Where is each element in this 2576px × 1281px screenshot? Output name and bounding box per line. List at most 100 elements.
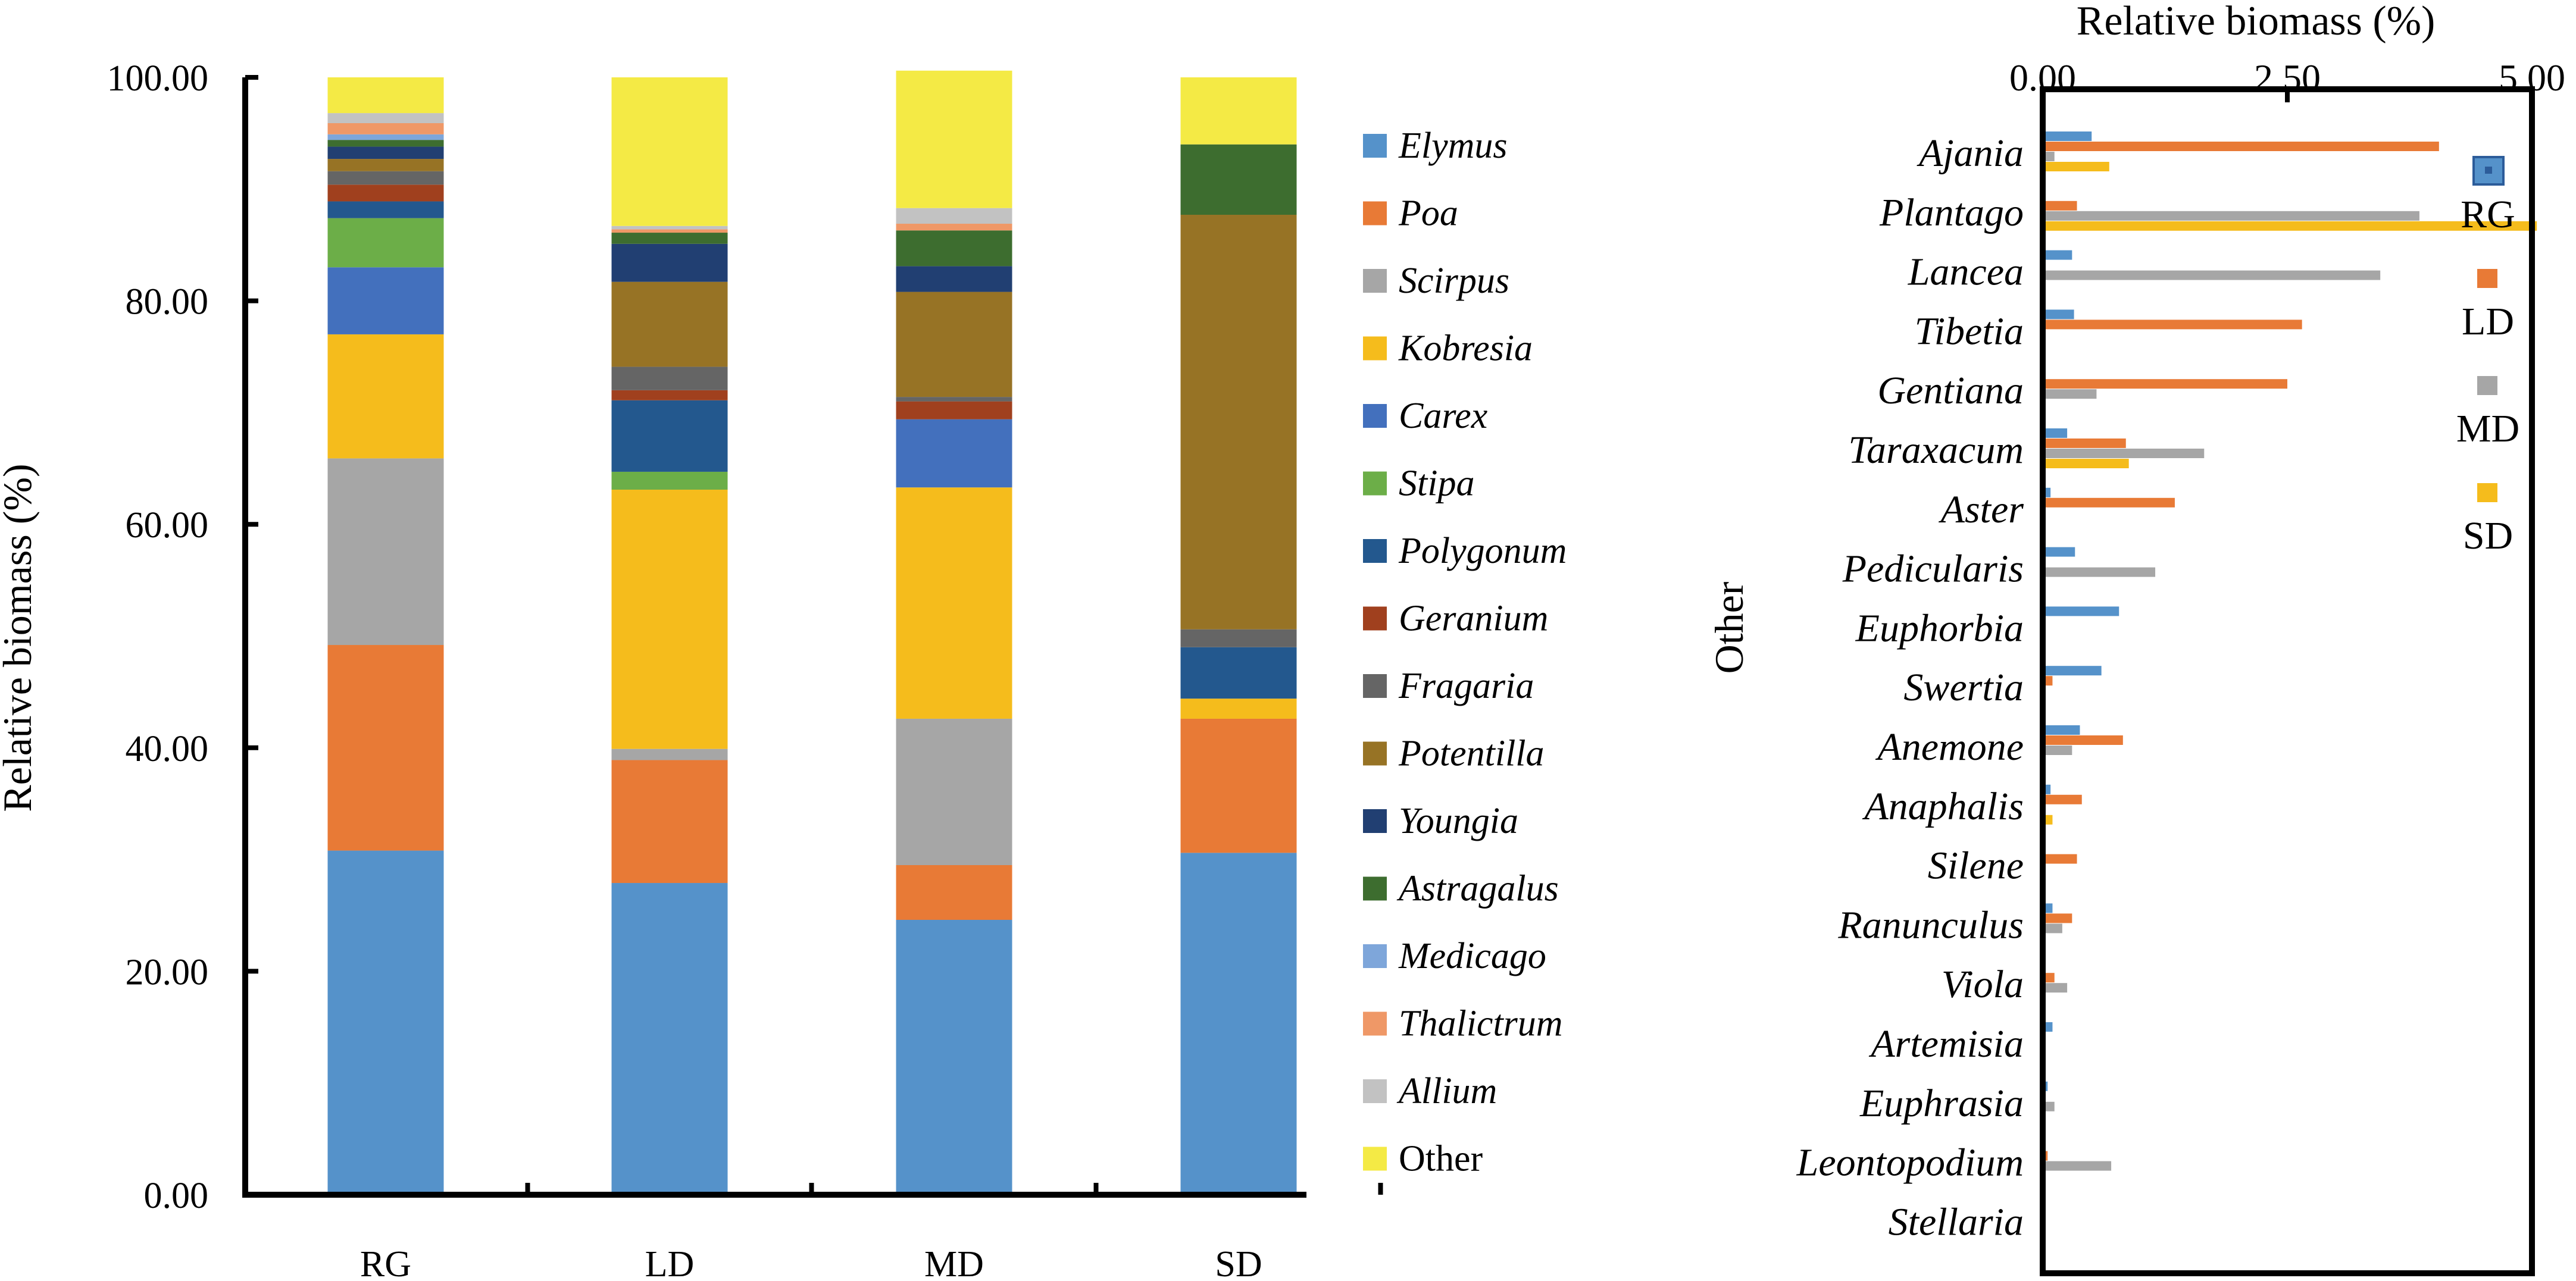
bar-pedicularis-md bbox=[2046, 567, 2156, 577]
legend-swatch-stipa bbox=[1363, 471, 1387, 496]
bar-euphorbia-rg bbox=[2046, 606, 2119, 616]
bar-segment-md-elymus bbox=[896, 920, 1012, 1195]
y-tick-label-gentiana: Gentiana bbox=[1877, 369, 2024, 412]
legend-swatch-polygonum bbox=[1363, 539, 1387, 563]
bar-segment-ld-allium bbox=[611, 225, 728, 230]
y-tick-label: 20.00 bbox=[126, 952, 209, 992]
y-axis-label: Other bbox=[1706, 581, 1752, 674]
x-ticks bbox=[2040, 89, 2534, 102]
bar-segment-sd-other bbox=[1180, 77, 1297, 145]
legend-label-stipa: Stipa bbox=[1399, 463, 1474, 504]
x-tick-labels: 0.00 2.50 5.00 bbox=[2009, 57, 2565, 99]
legend-swatch-medicago bbox=[1363, 944, 1387, 968]
y-tick-label: 0.00 bbox=[144, 1176, 209, 1216]
legend-label-md: MD bbox=[2456, 407, 2519, 450]
bar-segment-sd-poa bbox=[1180, 718, 1297, 853]
bar-segment-md-scirpus bbox=[896, 718, 1012, 865]
bar-segment-md-allium bbox=[896, 208, 1012, 224]
legend-label-medicago: Medicago bbox=[1398, 936, 1546, 976]
bar-segment-md-carex bbox=[896, 419, 1012, 488]
x-tick-label-sd: SD bbox=[1215, 1244, 1262, 1281]
legend-label-allium: Allium bbox=[1396, 1071, 1497, 1111]
bar-anemone-md bbox=[2046, 746, 2072, 755]
y-tick-label-aster: Aster bbox=[1939, 488, 2024, 531]
y-tick-label: 80.00 bbox=[126, 282, 209, 322]
y-tick-label-plantago: Plantago bbox=[1879, 191, 2024, 234]
legend-label-potentilla: Potentilla bbox=[1398, 734, 1545, 774]
bar-segment-rg-scirpus bbox=[327, 458, 444, 646]
bar-segment-md-youngia bbox=[896, 266, 1012, 292]
bar-plantago-md bbox=[2046, 211, 2419, 221]
bar-aster-ld bbox=[2046, 497, 2175, 508]
bar-taraxacum-md bbox=[2046, 449, 2205, 458]
legend-swatch-kobresia bbox=[1363, 336, 1387, 361]
bars bbox=[2046, 131, 2537, 1171]
y-tick-label-swertia: Swertia bbox=[1903, 666, 2024, 709]
y-tick-label-tibetia: Tibetia bbox=[1915, 309, 2024, 353]
bar-taraxacum-sd bbox=[2046, 459, 2129, 468]
y-tick-label-euphorbia: Euphorbia bbox=[1855, 606, 2024, 650]
y-tick-label-anemone: Anemone bbox=[1875, 725, 2024, 769]
bar-anaphalis-sd bbox=[2046, 815, 2053, 825]
bar-segment-ld-poa bbox=[611, 760, 728, 884]
x-ticks bbox=[525, 1183, 1383, 1195]
bar-segment-ld-kobresia bbox=[611, 489, 728, 749]
bar-tibetia-ld bbox=[2046, 320, 2302, 330]
bar-plantago-ld bbox=[2046, 201, 2077, 211]
y-tick-label-pedicularis: Pedicularis bbox=[1842, 547, 2024, 591]
legend-label-elymus: Elymus bbox=[1398, 126, 1508, 166]
bar-segment-ld-scirpus bbox=[611, 748, 728, 760]
bar-ranunculus-rg bbox=[2046, 903, 2053, 913]
bar-segment-rg-fragaria bbox=[327, 171, 444, 185]
bar-taraxacum-rg bbox=[2046, 428, 2068, 438]
bar-segment-rg-kobresia bbox=[327, 334, 444, 459]
bar-ranunculus-md bbox=[2046, 923, 2062, 934]
bar-euphrasia-md bbox=[2046, 1101, 2055, 1111]
bar-segment-ld-thalictrum bbox=[611, 229, 728, 233]
legend-swatch-astragalus bbox=[1363, 876, 1387, 901]
legend-swatch-scirpus bbox=[1363, 269, 1387, 293]
bar-segment-ld-astragalus bbox=[611, 233, 728, 244]
bar-segment-md-astragalus bbox=[896, 230, 1012, 267]
bar-segment-rg-poa bbox=[327, 645, 444, 851]
legend-swatch-allium bbox=[1363, 1079, 1387, 1103]
bar-tibetia-rg bbox=[2046, 309, 2074, 320]
y-tick-label-ajania: Ajania bbox=[1917, 131, 2024, 175]
bar-artemisia-rg bbox=[2046, 1022, 2053, 1032]
bar-pedicularis-rg bbox=[2046, 547, 2075, 557]
legend-swatch-other bbox=[1363, 1147, 1387, 1171]
y-tick-label-taraxacum: Taraxacum bbox=[1848, 428, 2024, 472]
bar-segment-rg-potentilla bbox=[327, 159, 444, 171]
y-tick-label-silene: Silene bbox=[1928, 844, 2024, 888]
y-tick-label-stellaria: Stellaria bbox=[1889, 1200, 2024, 1244]
y-tick-label-viola: Viola bbox=[1942, 963, 2024, 1006]
y-tick-label: 40.00 bbox=[126, 729, 209, 769]
bar-segment-ld-elymus bbox=[611, 883, 728, 1195]
bar-swertia-ld bbox=[2046, 676, 2053, 686]
y-tick-label-anaphalis: Anaphalis bbox=[1862, 785, 2024, 828]
bar-segment-rg-thalictrum bbox=[327, 123, 444, 134]
bar-ranunculus-ld bbox=[2046, 913, 2072, 923]
bar-segment-rg-allium bbox=[327, 113, 444, 123]
bar-segment-md-potentilla bbox=[896, 292, 1012, 397]
bar-segment-ld-other bbox=[611, 77, 728, 226]
horizontal-bar-chart: Relative biomass (%) 0.00 2.50 5.00 Ajania… bbox=[1706, 0, 2565, 1276]
legend-swatch-carex bbox=[1363, 404, 1387, 428]
legend-swatch-sd bbox=[2477, 483, 2497, 502]
y-tick-label: 100.00 bbox=[107, 58, 209, 99]
bar-segment-sd-fragaria bbox=[1180, 629, 1297, 647]
stacked-bars bbox=[327, 70, 1297, 1195]
bar-segment-ld-polygonum bbox=[611, 400, 728, 472]
y-tick-label-leontopodium: Leontopodium bbox=[1796, 1141, 2024, 1185]
bar-segment-sd-kobresia bbox=[1180, 699, 1297, 719]
bar-lancea-md bbox=[2046, 270, 2381, 280]
legend-swatch-poa bbox=[1363, 201, 1387, 225]
bar-ajania-sd bbox=[2046, 162, 2109, 171]
legend: Elymus Poa Scirpus Kobresia Carex Stipa Polygo… bbox=[1363, 126, 1567, 1179]
bar-segment-rg-carex bbox=[327, 267, 444, 334]
bar-leontopodium-md bbox=[2046, 1161, 2112, 1171]
bar-segment-md-kobresia bbox=[896, 487, 1012, 719]
legend-label-fragaria: Fragaria bbox=[1398, 666, 1534, 706]
bar-segment-ld-geranium bbox=[611, 390, 728, 400]
